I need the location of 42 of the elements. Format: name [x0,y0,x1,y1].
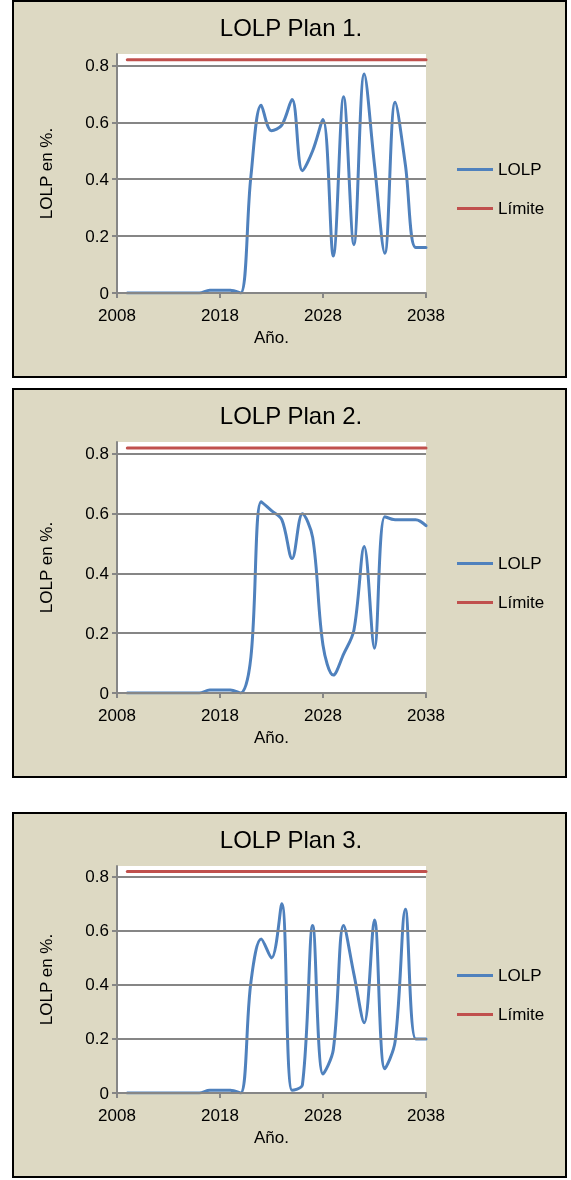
x-axis-title: Año. [254,728,289,747]
y-tick-label: 0.2 [85,1029,109,1049]
x-tick-label: 2008 [98,306,136,325]
y-tick-label: 0 [99,683,109,703]
y-tick-label: 0.6 [85,112,109,132]
x-axis-title: Año. [254,328,289,347]
x-tick-label: 2018 [201,706,239,725]
legend-label: LOLP [498,160,542,179]
y-tick-label: 0 [99,283,109,303]
legend-label: Límite [498,593,545,612]
chart-title: LOLP Plan 3. [219,825,363,853]
y-tick-label: 0 [99,1083,109,1103]
y-axis-title: LOLP en %. [37,521,56,614]
legend-label: LOLP [498,554,542,573]
x-axis-title: Año. [254,1128,289,1147]
y-tick-label: 0.4 [85,169,109,189]
x-tick-label: 2008 [98,1106,136,1125]
chart-title: LOLP Plan 1. [219,13,363,41]
chart-title: LOLP Plan 2. [219,401,363,429]
x-tick-label: 2018 [201,1106,239,1125]
y-tick-label: 0.6 [85,504,109,524]
y-axis-title: LOLP en %. [37,933,56,1026]
legend-label: Límite [498,1005,545,1024]
x-tick-label: 2038 [407,306,445,325]
y-axis-title: LOLP en %. [37,127,56,220]
y-tick-label: 0.4 [85,975,109,995]
y-tick-label: 0.8 [85,867,109,887]
x-tick-label: 2038 [407,1106,445,1125]
y-tick-label: 0.2 [85,226,109,246]
y-tick-label: 0.6 [85,921,109,941]
y-tick-label: 0.4 [85,563,109,583]
x-tick-label: 2018 [201,306,239,325]
legend-label: LOLP [498,966,542,985]
y-tick-label: 0.8 [85,55,109,75]
legend-label: Límite [498,199,545,218]
x-tick-label: 2038 [407,706,445,725]
x-tick-label: 2028 [304,706,342,725]
x-tick-label: 2028 [304,306,342,325]
y-tick-label: 0.2 [85,623,109,643]
x-tick-label: 2028 [304,1106,342,1125]
x-tick-label: 2008 [98,706,136,725]
y-tick-label: 0.8 [85,444,109,464]
